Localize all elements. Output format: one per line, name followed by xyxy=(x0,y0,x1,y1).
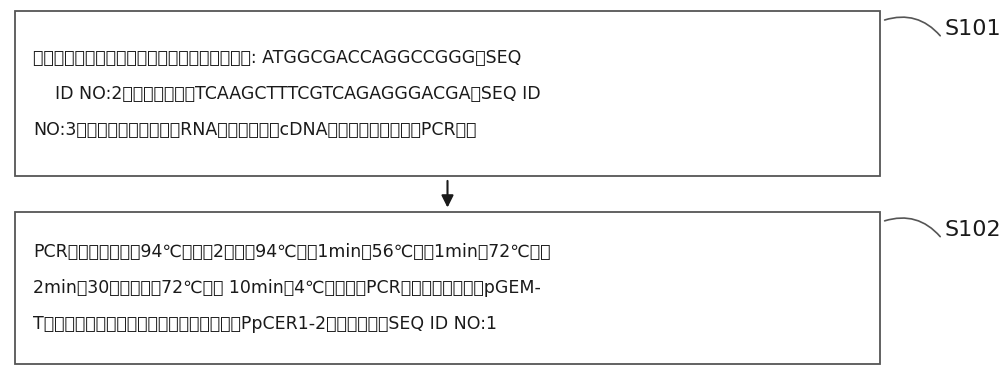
Text: T载体，测序获得草地早熟禾烷脱羰基酶基因PpCER1-2的编码区序列SEQ ID NO:1: T载体，测序获得草地早熟禾烷脱羰基酶基因PpCER1-2的编码区序列SEQ ID… xyxy=(33,315,497,333)
Text: 2min，30个循环后，72℃延伸 10min，4℃保存；对PCR产物纯化后克隆至pGEM-: 2min，30个循环后，72℃延伸 10min，4℃保存；对PCR产物纯化后克隆… xyxy=(33,279,541,297)
Text: S101: S101 xyxy=(945,19,1000,39)
Text: PCR扩增程序如下：94℃预变性2分钟，94℃变性1min，56℃复性1min，72℃延伸: PCR扩增程序如下：94℃预变性2分钟，94℃变性1min，56℃复性1min，… xyxy=(33,243,550,261)
FancyBboxPatch shape xyxy=(15,11,880,176)
Text: 根据草地早熟禾叶片转录组数据，设计上游引物: ATGGCGACCAGGCCGGG（SEQ: 根据草地早熟禾叶片转录组数据，设计上游引物: ATGGCGACCAGGCCGGG… xyxy=(33,49,521,67)
Text: S102: S102 xyxy=(945,220,1000,240)
FancyBboxPatch shape xyxy=(15,212,880,364)
Text: ID NO:2）、下游引物：TCAAGCTTTCGTCAGAGGGACGA（SEQ ID: ID NO:2）、下游引物：TCAAGCTTTCGTCAGAGGGACGA（SE… xyxy=(33,85,541,103)
Text: NO:3），以草地早熟禾叶片RNA反转录合成的cDNA第一链为模板，进行PCR扩增: NO:3），以草地早熟禾叶片RNA反转录合成的cDNA第一链为模板，进行PCR扩… xyxy=(33,121,476,139)
